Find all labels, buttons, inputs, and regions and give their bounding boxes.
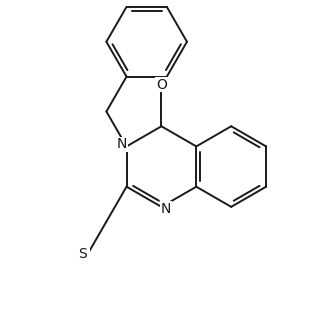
Text: S: S [78, 248, 87, 261]
Text: N: N [116, 137, 127, 151]
Text: N: N [161, 202, 171, 216]
Text: O: O [156, 78, 167, 92]
